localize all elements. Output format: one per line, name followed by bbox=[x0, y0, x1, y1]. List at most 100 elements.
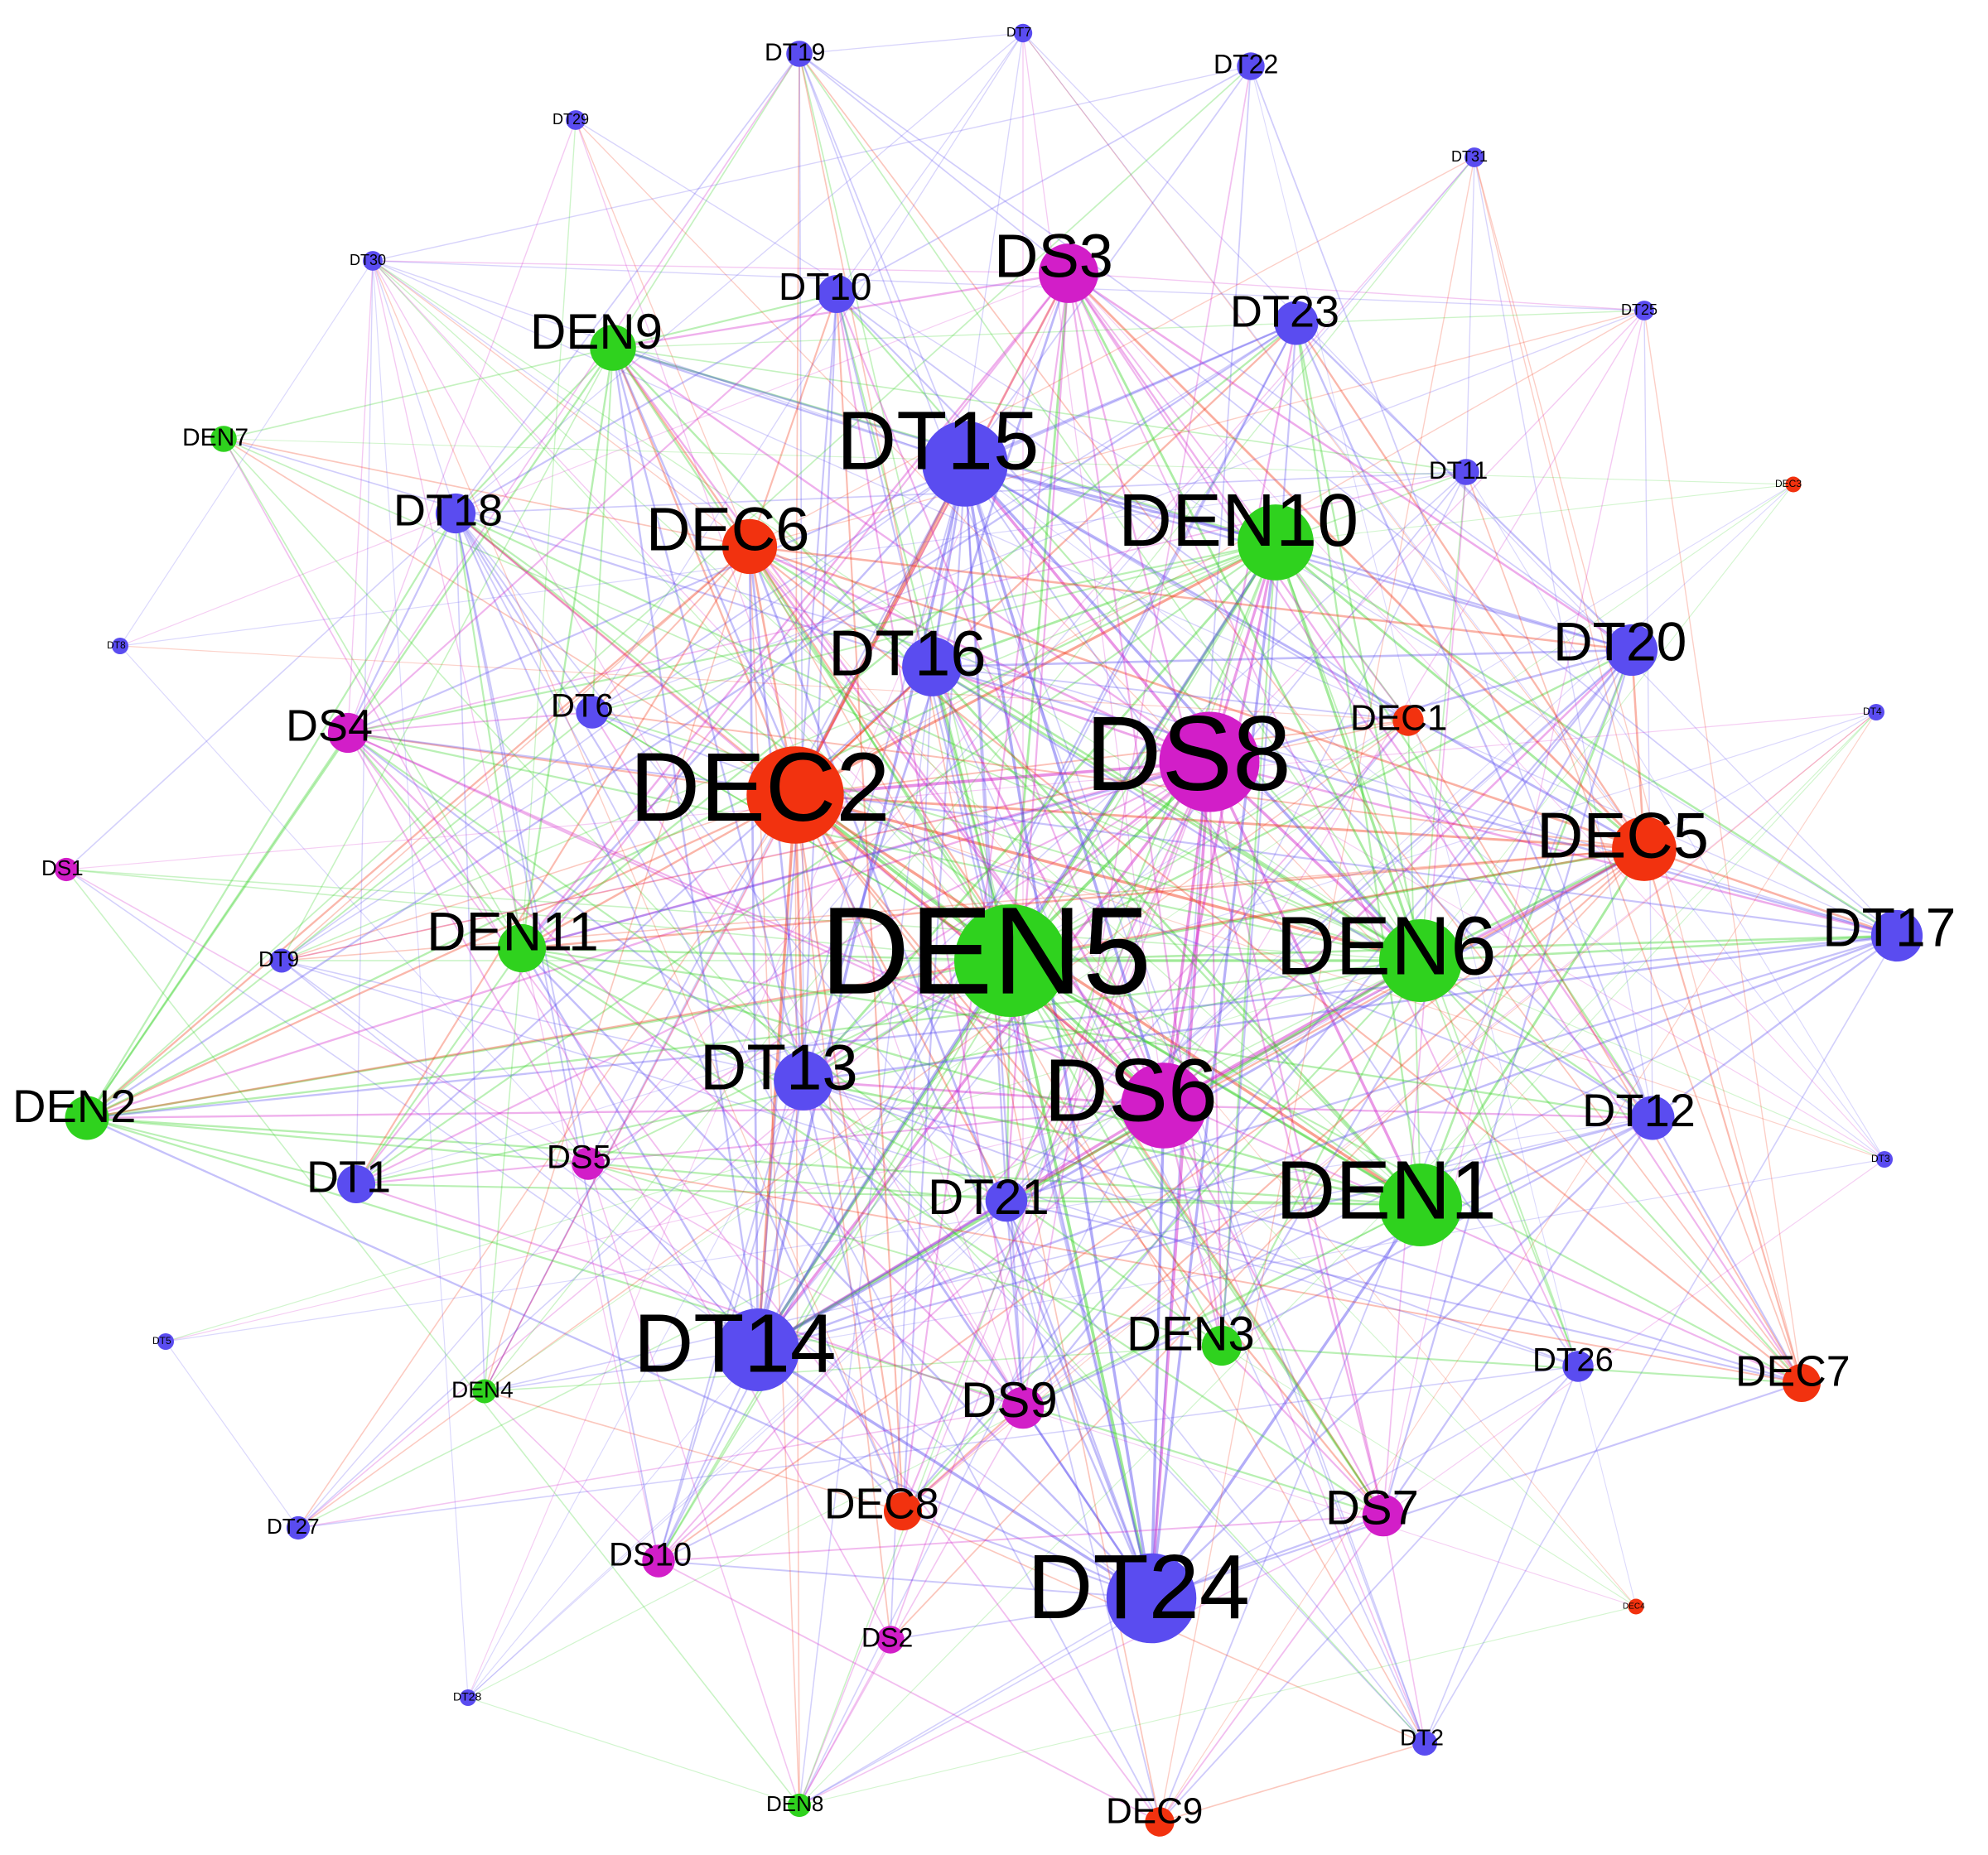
node-label-dec9: DEC9 bbox=[1106, 1791, 1203, 1832]
edge-DEC6-DT20 bbox=[749, 545, 1633, 652]
edge-DEN6-DEC8 bbox=[902, 960, 1421, 1512]
edge-DS8-DEN8 bbox=[799, 761, 1210, 1806]
node-dt2 bbox=[1412, 1731, 1437, 1756]
node-label-den5: DEN5 bbox=[820, 881, 1151, 1020]
edge-DEN10-DT16 bbox=[931, 541, 1276, 668]
edge-DEC6-DEN7 bbox=[223, 438, 750, 547]
node-label-dec5: DEC5 bbox=[1537, 799, 1709, 872]
node-label-dt21: DT21 bbox=[928, 1169, 1049, 1225]
node-label-dt20: DT20 bbox=[1553, 610, 1686, 672]
edge-DS4-DEC7 bbox=[347, 732, 1802, 1384]
node-label-dt18: DT18 bbox=[393, 485, 503, 535]
edge-DT15-DT30 bbox=[372, 260, 966, 465]
edge-DT18-DEN4 bbox=[455, 513, 485, 1392]
edge-DS6-DT20 bbox=[1163, 649, 1633, 1106]
node-label-dt10: DT10 bbox=[779, 265, 871, 308]
edge-DEC2-DS7 bbox=[794, 794, 1384, 1516]
node-dec8 bbox=[884, 1492, 922, 1530]
edge-DT16-DT30 bbox=[372, 260, 933, 667]
node-label-dt17: DT17 bbox=[1822, 896, 1956, 957]
node-label-dt12: DT12 bbox=[1582, 1084, 1696, 1136]
edge-DS3-DT3 bbox=[1068, 272, 1885, 1160]
edge-DT15-DS6 bbox=[963, 463, 1165, 1106]
edge-DT11-DT3 bbox=[1465, 471, 1885, 1160]
edge-DEN6-DT30 bbox=[372, 260, 1421, 961]
edge-DT21-DS9 bbox=[1005, 1200, 1025, 1409]
edge-DT11-DT27 bbox=[297, 471, 1467, 1529]
edge-DT26-DT27 bbox=[297, 1366, 1579, 1529]
node-dt5 bbox=[157, 1333, 174, 1350]
edge-DT1-DT4 bbox=[355, 711, 1877, 1185]
edge-DS8-DT27 bbox=[297, 761, 1210, 1529]
edge-DT20-DEC8 bbox=[902, 649, 1633, 1512]
edge-DT24-DT12 bbox=[1151, 1117, 1653, 1599]
edge-DEN6-DEN10 bbox=[1274, 542, 1422, 961]
edge-DEN5-DT14 bbox=[756, 960, 1012, 1351]
edge-DEN10-DEC5 bbox=[1275, 541, 1645, 850]
edge-DS2-DEN8 bbox=[799, 1639, 891, 1806]
edge-DT6-DT7 bbox=[591, 32, 1024, 713]
node-ds3 bbox=[1039, 243, 1098, 303]
edge-DT22-DT30 bbox=[372, 65, 1252, 262]
edge-DS8-DEN11 bbox=[521, 760, 1210, 950]
edge-DT15-DEN4 bbox=[484, 463, 966, 1392]
node-dt20 bbox=[1605, 624, 1658, 677]
edge-DEC2-DT15 bbox=[794, 463, 967, 796]
edge-DEN7-DEC3 bbox=[223, 438, 1794, 485]
node-label-dt8: DT8 bbox=[107, 639, 126, 651]
edge-DS6-DS7 bbox=[1162, 1105, 1385, 1516]
edge-DT20-DT21 bbox=[1006, 649, 1633, 1202]
edge-DS7-DT2 bbox=[1382, 1515, 1426, 1744]
edge-DEN9-DT9 bbox=[281, 347, 614, 961]
edge-DT18-DS4 bbox=[347, 513, 456, 734]
edge-DEN5-DEN10 bbox=[1009, 542, 1277, 961]
edge-DT24-DT14 bbox=[757, 1348, 1152, 1600]
edge-DEC2-DEN3 bbox=[794, 794, 1223, 1347]
node-dt4 bbox=[1868, 704, 1884, 720]
edge-DT24-DEN9 bbox=[611, 347, 1153, 1599]
edge-DT20-DT28 bbox=[467, 649, 1633, 1698]
edge-DS3-DEN11 bbox=[521, 272, 1069, 949]
edge-DEN1-DEN9 bbox=[612, 347, 1421, 1206]
edge-DT20-DEN9 bbox=[612, 346, 1633, 652]
edge-DT14-DEN11 bbox=[520, 947, 760, 1351]
edge-DEN11-DEN9 bbox=[520, 347, 615, 949]
edge-DS6-DT10 bbox=[836, 293, 1165, 1106]
edge-DEC5-DT7 bbox=[1022, 32, 1645, 850]
edge-DEN11-DS4 bbox=[347, 732, 523, 949]
edge-DEN6-DT17 bbox=[1420, 934, 1898, 962]
node-dec4 bbox=[1628, 1598, 1644, 1615]
edge-DT15-DT9 bbox=[281, 463, 966, 961]
edge-DEN6-DS3 bbox=[1067, 272, 1422, 961]
edge-DT20-DEN11 bbox=[521, 648, 1633, 950]
node-label-ds3: DS3 bbox=[994, 222, 1113, 291]
edge-DS10-DEC1 bbox=[658, 720, 1409, 1562]
edge-DT14-DT21 bbox=[757, 1200, 1007, 1351]
edge-DT12-DS7 bbox=[1382, 1117, 1653, 1516]
edge-DEN5-DS10 bbox=[658, 960, 1011, 1562]
edge-DEN10-DS4 bbox=[347, 541, 1276, 735]
edge-DEC9-DT2 bbox=[1159, 1742, 1426, 1823]
edge-DT17-DT2 bbox=[1424, 935, 1898, 1744]
edge-DEN1-DT4 bbox=[1420, 711, 1877, 1206]
edge-DEC2-DEN7 bbox=[223, 438, 796, 796]
edge-DT15-DT6 bbox=[591, 463, 966, 713]
edge-DT18-DT30 bbox=[372, 260, 456, 514]
edge-DT24-DS6 bbox=[1150, 1105, 1165, 1599]
edge-DS10-DEN4 bbox=[484, 1390, 659, 1562]
edge-DEC2-DEN11 bbox=[521, 793, 796, 950]
node-dec5 bbox=[1612, 817, 1677, 881]
edge-DEN6-DS4 bbox=[347, 731, 1421, 962]
edge-DT18-DEC9 bbox=[455, 513, 1160, 1823]
edge-DT21-DEC7 bbox=[1006, 1199, 1802, 1385]
edge-DT13-DT9 bbox=[281, 960, 804, 1082]
edge-DT17-DT29 bbox=[575, 119, 1898, 937]
edge-DS4-DT29 bbox=[347, 119, 577, 734]
edge-DEN2-DT6 bbox=[86, 711, 593, 1119]
edge-DS9-DS1 bbox=[65, 869, 1024, 1409]
edge-DEN6-DT6 bbox=[591, 711, 1421, 961]
edge-DEN8-DS1 bbox=[65, 869, 800, 1806]
edge-DT6-DT25 bbox=[591, 310, 1645, 713]
edge-DT16-DS2 bbox=[890, 666, 933, 1641]
edge-DS3-DT30 bbox=[372, 260, 1069, 274]
